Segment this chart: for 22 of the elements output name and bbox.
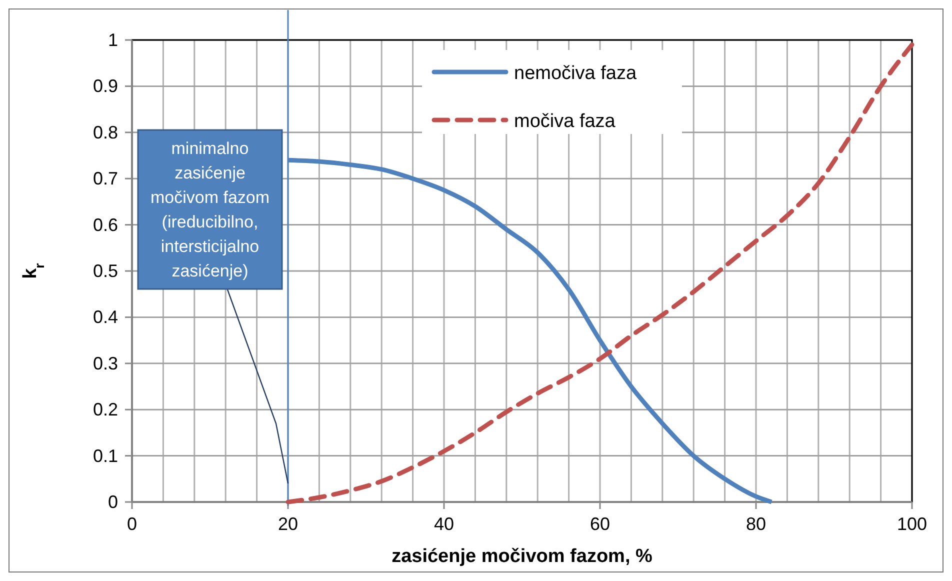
y-tick-label: 0.1	[92, 446, 118, 466]
legend-label: nemočiva faza	[514, 63, 637, 84]
x-tick-label: 20	[278, 514, 298, 534]
y-tick-label: 0.9	[92, 76, 118, 96]
y-tick-label: 0	[108, 492, 118, 512]
x-tick-label: 60	[590, 514, 610, 534]
y-tick-label: 0.3	[92, 353, 118, 374]
x-tick-label: 100	[896, 514, 928, 534]
line-series	[286, 42, 914, 504]
y-tick-label: 0.4	[92, 307, 118, 328]
x-tick-label: 0	[126, 514, 138, 534]
y-tick-label: 1	[108, 30, 118, 50]
y-tick-label: 0.5	[92, 261, 118, 281]
annotation: minimalno zasićenje močivom fazom (ireducibilno, intersticijalno zasićenje)	[150, 139, 270, 280]
x-tick-label: 40	[434, 514, 454, 534]
y-tick-label: 0.2	[92, 400, 118, 420]
x-axis-title: zasićenje močivom fazom, %	[392, 546, 653, 567]
y-tick-label: 0.6	[92, 214, 118, 235]
x-tick-label: 80	[746, 514, 766, 534]
legend-label: močiva faza	[514, 111, 616, 132]
y-tick-label: 0.7	[92, 168, 118, 189]
y-tick-label: 0.8	[92, 122, 118, 142]
